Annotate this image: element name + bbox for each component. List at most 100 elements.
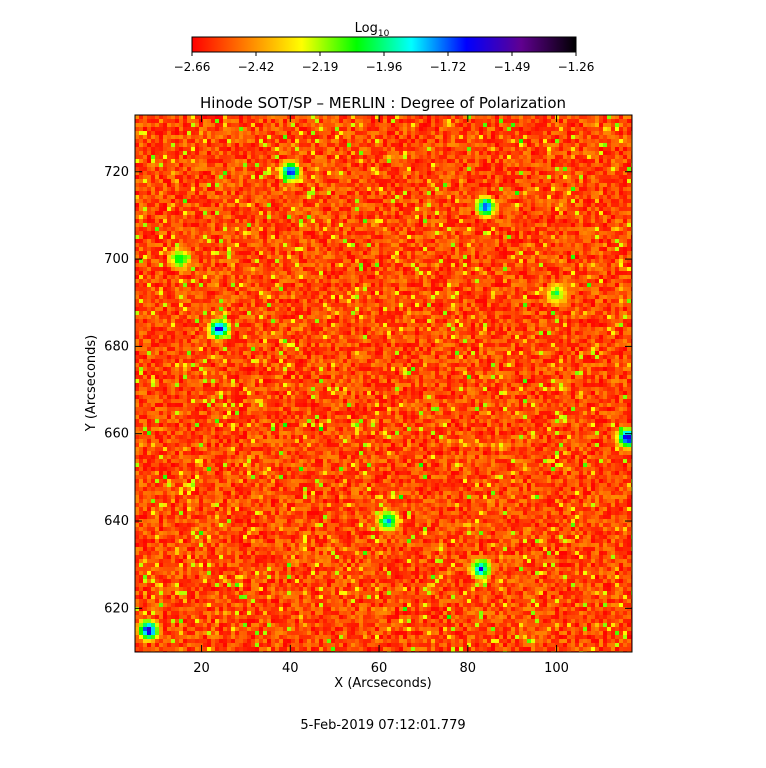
heatmap-cell [383,159,388,164]
heatmap-cell [311,271,316,276]
heatmap-cell [519,171,524,176]
heatmap-cell [215,271,220,276]
heatmap-cell [423,179,428,184]
heatmap-cell [203,223,208,228]
heatmap-cell [467,227,472,232]
heatmap-cell [247,199,252,204]
heatmap-cell [567,187,572,192]
colorbar-tick-label: −1.96 [366,60,403,74]
heatmap-cell [327,127,332,132]
heatmap-cell [171,163,176,168]
heatmap-cell [551,247,556,252]
heatmap-cell [571,247,576,252]
heatmap-cell [423,195,428,200]
heatmap-cell [367,223,372,228]
heatmap-cell [235,215,240,220]
heatmap-cell [339,163,344,168]
heatmap-cell [359,135,364,140]
heatmap-cell [563,259,568,264]
heatmap-cell [455,255,460,260]
heatmap-cell [555,199,560,204]
heatmap-cell [627,267,632,272]
heatmap-cell [275,163,280,168]
heatmap-cell [303,131,308,136]
heatmap-cell [255,219,260,224]
heatmap-cell [163,203,168,208]
heatmap-cell [347,131,352,136]
heatmap-cell [407,255,412,260]
heatmap-cell [543,199,548,204]
heatmap-cell [263,215,268,220]
heatmap-cell [519,211,524,216]
heatmap-cell [479,171,484,176]
heatmap-cell [299,195,304,200]
heatmap-cell [431,167,436,172]
heatmap-cell [331,163,336,168]
heatmap-cell [575,159,580,164]
heatmap-cell [583,223,588,228]
heatmap-cell [567,183,572,188]
heatmap-cell [575,119,580,124]
heatmap-cell [451,223,456,228]
heatmap-cell [607,115,612,120]
heatmap-cell [187,207,192,212]
heatmap-cell [307,159,312,164]
heatmap-cell [459,163,464,168]
heatmap-cell [351,231,356,236]
heatmap-cell [395,139,400,144]
heatmap-cell [583,231,588,236]
heatmap-cell [567,259,572,264]
heatmap-cell [499,167,504,172]
heatmap-cell [331,159,336,164]
heatmap-cell [343,195,348,200]
heatmap-cell [455,263,460,268]
heatmap-cell [623,235,628,240]
heatmap-cell [455,219,460,224]
heatmap-cell [335,267,340,272]
heatmap-cell [351,147,356,152]
heatmap-cell [247,231,252,236]
heatmap-cell [367,135,372,140]
heatmap-cell [407,231,412,236]
heatmap-cell [231,271,236,276]
heatmap-cell [531,255,536,260]
heatmap-cell [583,187,588,192]
heatmap-cell [379,135,384,140]
heatmap-cell [183,235,188,240]
heatmap-cell [391,255,396,260]
heatmap-cell [283,223,288,228]
heatmap-cell [523,243,528,248]
heatmap-cell [483,191,488,196]
heatmap-cell [523,171,528,176]
colorbar-tick-label: −2.42 [238,60,275,74]
heatmap-cell [283,231,288,236]
heatmap-cell [367,147,372,152]
heatmap-cell [231,171,236,176]
heatmap-cell [155,215,160,220]
heatmap-cell [371,215,376,220]
heatmap-cell [547,171,552,176]
heatmap-cell [203,155,208,160]
heatmap-cell [603,215,608,220]
heatmap-cell [547,243,552,248]
heatmap-cell [371,235,376,240]
heatmap-cell [335,131,340,136]
heatmap-cell [251,211,256,216]
heatmap-cell [315,251,320,256]
heatmap-cell [195,123,200,128]
heatmap-cell [211,231,216,236]
heatmap-cell [271,243,276,248]
heatmap-cell [287,263,292,268]
heatmap-cell [571,167,576,172]
heatmap-cell [299,239,304,244]
heatmap-cell [487,223,492,228]
heatmap-cell [339,187,344,192]
heatmap-cell [431,203,436,208]
heatmap-cell [591,167,596,172]
heatmap-cell [267,263,272,268]
heatmap-cell [299,207,304,212]
heatmap-cell [199,267,204,272]
heatmap-cell [515,187,520,192]
heatmap-cell [323,195,328,200]
heatmap-cell [271,239,276,244]
